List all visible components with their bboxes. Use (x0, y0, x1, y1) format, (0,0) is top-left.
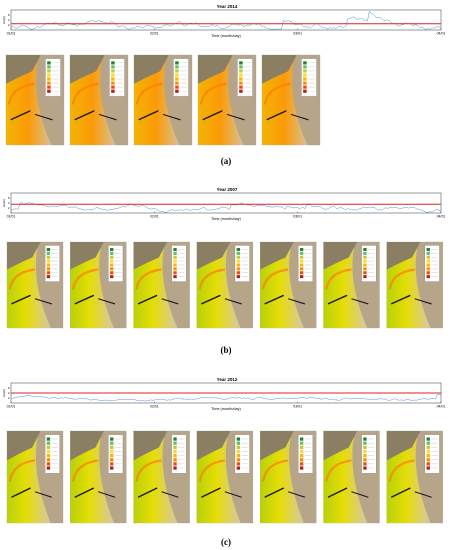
wave-map (69, 54, 129, 146)
wave-map (260, 241, 317, 329)
x-tick-label: 02/01 (150, 405, 159, 409)
wave-map (133, 54, 193, 146)
y-tick-label: 4 (8, 391, 10, 395)
wave-map (196, 241, 254, 329)
wave-map (6, 430, 64, 524)
x-tick-label: 02/01 (150, 215, 159, 219)
y-axis-label: Hs(m) (2, 389, 6, 397)
x-axis-label: Time (month/day) (211, 407, 241, 411)
wave-map (323, 241, 380, 329)
wave-map (6, 241, 64, 329)
x-tick-label: 03/01 (293, 215, 302, 219)
x-tick-label: 01/01 (7, 405, 16, 409)
x-tick-label: 01/01 (7, 32, 16, 36)
wave-map (386, 430, 443, 524)
x-tick-label: 04/01 (437, 32, 446, 36)
plot-frame (10, 192, 442, 214)
series-line (10, 393, 442, 402)
series-line (10, 202, 442, 213)
wave-maps-row (6, 241, 443, 329)
wave-map (261, 54, 321, 146)
x-axis-label: Time (month/day) (211, 34, 241, 38)
y-tick-label: 4 (8, 201, 10, 205)
chart-title: Year 2014 (217, 4, 238, 9)
y-tick-label: 6 (8, 386, 10, 390)
wave-map (196, 430, 254, 524)
wave-maps-row (6, 430, 443, 524)
y-tick-label: 2 (8, 206, 10, 210)
y-tick-label: 4 (8, 18, 10, 22)
panel-caption: (b) (221, 345, 232, 355)
chart-title: Year 2007 (217, 187, 238, 192)
y-tick-label: 6 (8, 196, 10, 200)
wave-map (260, 430, 317, 524)
x-tick-label: 04/01 (437, 215, 446, 219)
wave-map (70, 241, 127, 329)
x-tick-label: 01/01 (7, 215, 16, 219)
x-axis-label: Time (month/day) (211, 217, 241, 221)
wave-map (70, 430, 127, 524)
wave-maps-row (5, 54, 321, 146)
wave-map (133, 241, 190, 329)
y-tick-label: 6 (8, 13, 10, 17)
panel-caption: (a) (221, 156, 232, 166)
wave-map (133, 430, 190, 524)
y-axis-label: Hs(m) (2, 16, 6, 24)
wave-map (323, 430, 380, 524)
x-tick-label: 03/01 (293, 405, 302, 409)
chart-title: Year 2012 (217, 377, 238, 382)
x-tick-label: 03/01 (293, 32, 302, 36)
wave-map (197, 54, 257, 146)
wave-map (5, 54, 65, 146)
y-axis-label: Hs(m) (2, 199, 6, 207)
x-tick-label: 04/01 (437, 405, 446, 409)
panel-caption: (c) (221, 537, 231, 547)
y-tick-label: 2 (8, 23, 10, 27)
plot-frame (10, 9, 442, 31)
x-tick-label: 02/01 (150, 32, 159, 36)
wave-map (386, 241, 443, 329)
y-tick-label: 2 (8, 396, 10, 400)
series-line (10, 10, 442, 30)
